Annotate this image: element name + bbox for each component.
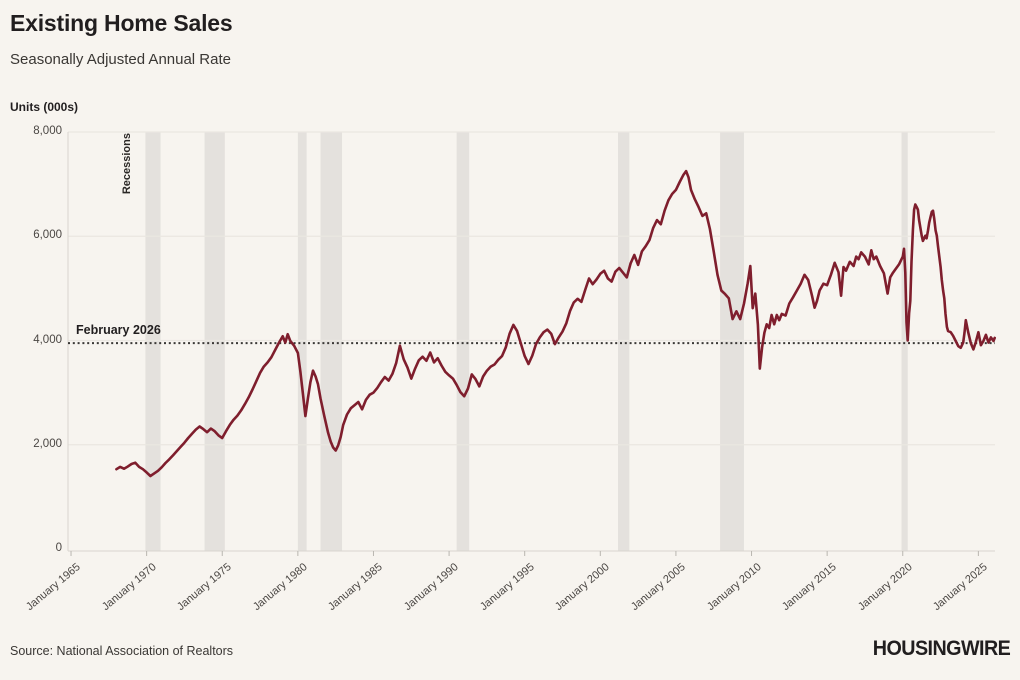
recession-band — [320, 132, 343, 551]
y-tick-label: 4,000 — [33, 333, 62, 346]
page-subtitle: Seasonally Adjusted Annual Rate — [10, 51, 231, 68]
recession-band — [720, 132, 744, 551]
y-tick-label: 6,000 — [33, 229, 62, 242]
axes-group — [67, 132, 995, 556]
recession-bands-group — [145, 132, 908, 551]
recession-band — [901, 132, 908, 551]
recession-band — [297, 132, 307, 551]
y-tick-label: 0 — [55, 542, 62, 554]
source-note: Source: National Association of Realtors — [10, 644, 234, 658]
recession-band — [145, 132, 161, 551]
recessions-label: Recessions — [121, 133, 133, 195]
recession-band — [456, 132, 470, 551]
y-tick-label: 8,000 — [33, 125, 62, 137]
gridlines-group — [68, 131, 995, 446]
recession-band — [204, 132, 225, 551]
recession-band — [617, 132, 630, 551]
page-title: Existing Home Sales — [10, 10, 233, 36]
y-axis-title: Units (000s) — [10, 100, 79, 114]
sales-line-group — [115, 169, 997, 478]
housingwire-logo: HOUSINGWIRE — [872, 637, 1011, 660]
sales-line — [115, 169, 997, 478]
y-tick-label: 2,000 — [33, 437, 62, 450]
reference-line-label: February 2026 — [76, 323, 161, 337]
